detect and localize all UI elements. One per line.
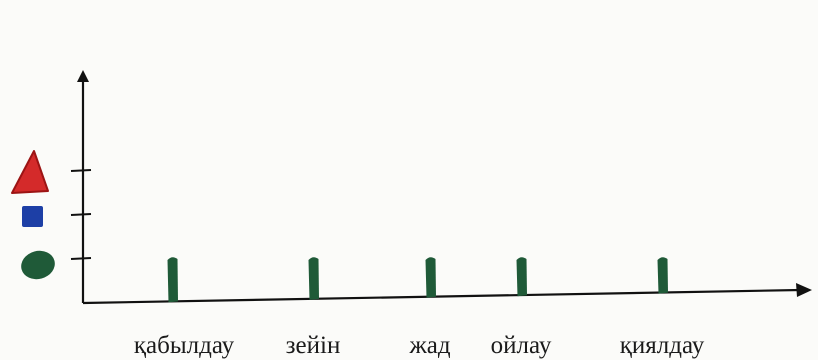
green-circle-icon (21, 250, 55, 280)
y-axis-arrow (77, 70, 89, 82)
bar (657, 257, 668, 294)
y-tick-1 (70, 257, 92, 260)
bar (425, 257, 436, 298)
blue-square-icon (22, 206, 43, 227)
x-tick-label: қиялдау (620, 332, 705, 359)
y-ticks (70, 169, 92, 260)
y-tick-2 (70, 213, 92, 216)
red-triangle-icon (11, 150, 49, 194)
x-tick-label: зейін (286, 332, 341, 359)
chart-axes (77, 70, 812, 305)
bar (167, 257, 178, 303)
x-axis-line (82, 288, 801, 305)
x-axis-arrow (796, 283, 812, 297)
bar (516, 257, 527, 297)
y-tick-3 (70, 169, 92, 172)
x-tick-label: ойлау (491, 332, 552, 359)
x-tick-label: жад (408, 332, 450, 359)
bar (308, 257, 319, 300)
x-tick-labels: қабылдау зейін жад ойлау қиялдау (134, 332, 705, 359)
bars (167, 257, 668, 303)
x-tick-label: қабылдау (134, 332, 235, 359)
y-level-symbols (11, 150, 55, 280)
